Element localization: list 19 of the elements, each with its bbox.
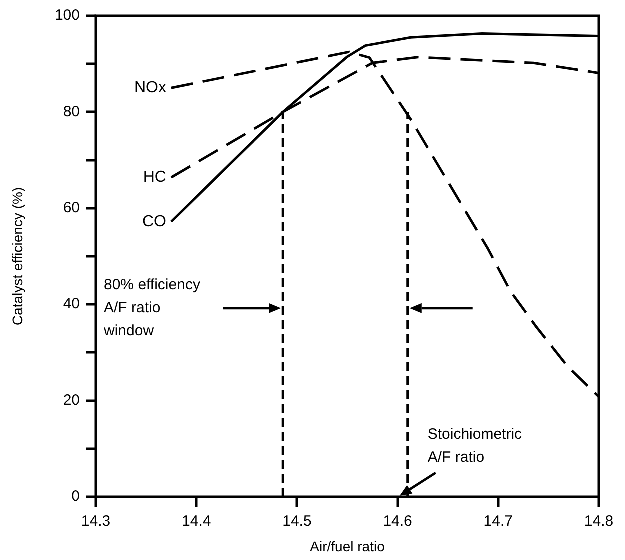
y-tick-label: 80 <box>63 103 80 120</box>
y-tick-label: 100 <box>54 7 80 24</box>
x-tick-label: 14.7 <box>484 513 513 530</box>
annotation: 80% efficiency A/F ratio window <box>103 276 201 340</box>
y-tick-label: 20 <box>63 392 80 409</box>
x-tick-label: 14.3 <box>81 513 111 530</box>
series-label: CO <box>142 213 166 230</box>
x-tick-label: 14.6 <box>383 513 412 530</box>
series-label: NOx <box>134 80 166 97</box>
annotation: Stoichiometric A/F ratio <box>428 426 523 466</box>
y-tick-label: 60 <box>63 200 80 217</box>
x-tick-label: 14.8 <box>584 513 614 530</box>
y-tick-label: 40 <box>63 296 80 313</box>
y-axis-title: Catalyst efficiency (%) <box>9 187 26 326</box>
x-tick-label: 14.5 <box>282 513 312 530</box>
y-tick-label: 0 <box>72 488 80 506</box>
x-axis-title: Air/fuel ratio <box>310 538 386 554</box>
x-tick-label: 14.4 <box>182 513 212 530</box>
series-label: HC <box>143 169 166 186</box>
